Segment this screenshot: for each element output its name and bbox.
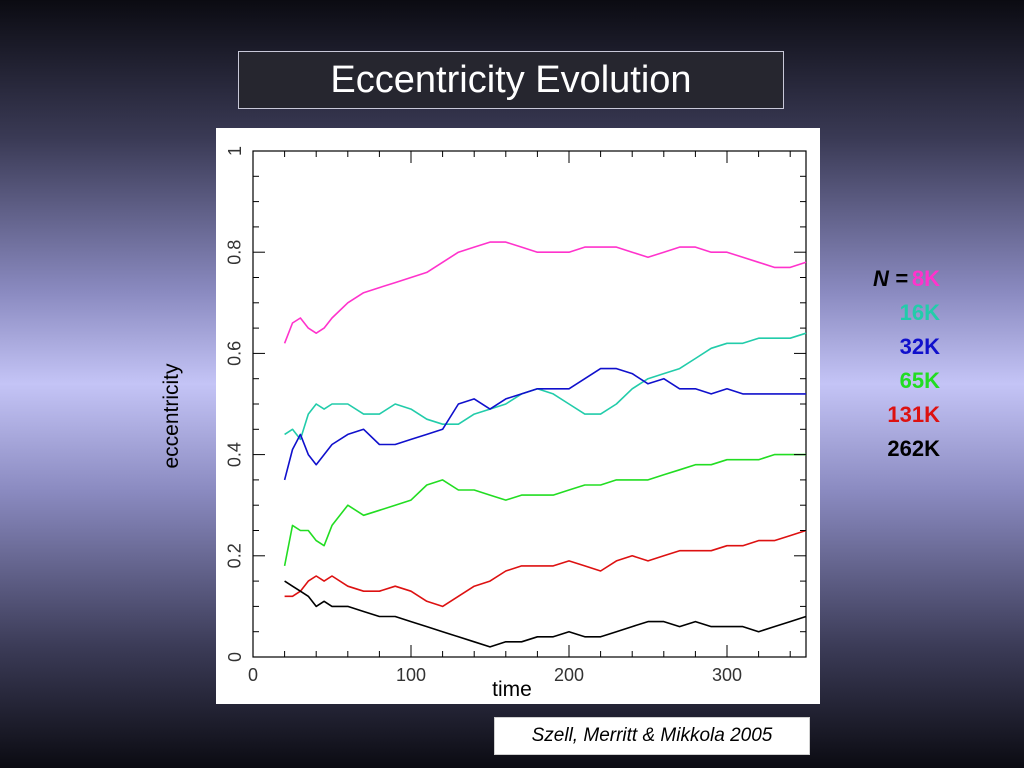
series-line-262k [284, 580, 807, 648]
x-tick-label: 0 [248, 665, 258, 685]
legend-label-16k: 16K [899, 300, 940, 325]
legend-label-131k: 131K [887, 402, 940, 427]
eccentricity-chart: 0 100 200 300 0 0.2 0.4 0.6 0.8 1 time [225, 146, 807, 701]
series-line-8k [283, 241, 807, 344]
y-tick-label: 1 [225, 146, 245, 156]
slide-title: Eccentricity Evolution [238, 51, 784, 109]
series-line-65k [283, 453, 806, 567]
legend-row-16k: 16K [820, 296, 940, 330]
citation: Szell, Merritt & Mikkola 2005 [494, 717, 810, 755]
x-tick-label: 100 [396, 665, 426, 685]
series-line-16k [284, 332, 807, 441]
legend-label-32k: 32K [899, 334, 940, 359]
legend-label-262k: 262K [887, 436, 940, 461]
tick-layer: 0 100 200 300 0 0.2 0.4 0.6 0.8 1 [225, 146, 806, 685]
x-axis-label: time [492, 678, 532, 701]
legend: N = 8K 16K 32K 65K 131K 262K [820, 262, 940, 466]
legend-row-262k: 262K [820, 432, 940, 466]
legend-row-32k: 32K [820, 330, 940, 364]
series-line-32k [283, 367, 806, 481]
y-tick-label: 0 [225, 652, 245, 662]
series-layer [283, 241, 807, 648]
y-tick-label: 0.2 [225, 543, 245, 568]
y-tick-label: 0.4 [225, 442, 245, 467]
legend-row-8k: N = 8K [820, 262, 940, 296]
x-tick-label: 200 [554, 665, 584, 685]
legend-row-131k: 131K [820, 398, 940, 432]
x-tick-label: 300 [712, 665, 742, 685]
series-line-131k [284, 529, 807, 608]
y-tick-label: 0.6 [225, 341, 245, 366]
y-axis-label: eccentricity [160, 363, 183, 469]
legend-row-65k: 65K [820, 364, 940, 398]
legend-label-65k: 65K [899, 368, 940, 393]
legend-prefix: N = [873, 266, 908, 291]
y-tick-label: 0.8 [225, 240, 245, 265]
plot-panel: 0 100 200 300 0 0.2 0.4 0.6 0.8 1 time [216, 128, 820, 704]
legend-label-8k: 8K [911, 266, 940, 291]
